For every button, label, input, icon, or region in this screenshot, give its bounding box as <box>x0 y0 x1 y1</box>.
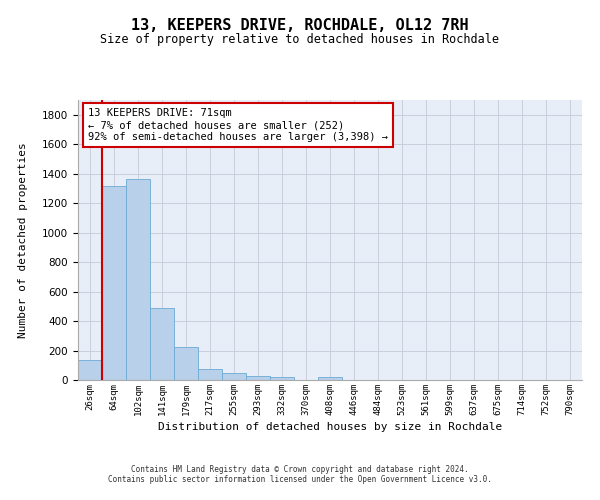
Text: 13, KEEPERS DRIVE, ROCHDALE, OL12 7RH: 13, KEEPERS DRIVE, ROCHDALE, OL12 7RH <box>131 18 469 32</box>
Bar <box>78 360 102 380</box>
Y-axis label: Number of detached properties: Number of detached properties <box>17 142 28 338</box>
Bar <box>126 179 150 380</box>
Bar <box>102 186 126 380</box>
Bar <box>150 308 174 380</box>
Bar <box>318 377 342 380</box>
Text: Distribution of detached houses by size in Rochdale: Distribution of detached houses by size … <box>158 422 502 432</box>
Text: Size of property relative to detached houses in Rochdale: Size of property relative to detached ho… <box>101 32 499 46</box>
Text: Contains HM Land Registry data © Crown copyright and database right 2024.
Contai: Contains HM Land Registry data © Crown c… <box>108 465 492 484</box>
Bar <box>222 374 246 380</box>
Bar <box>270 378 294 380</box>
Bar <box>246 376 270 380</box>
Text: 13 KEEPERS DRIVE: 71sqm
← 7% of detached houses are smaller (252)
92% of semi-de: 13 KEEPERS DRIVE: 71sqm ← 7% of detached… <box>88 108 388 142</box>
Bar <box>198 369 222 380</box>
Bar <box>174 347 198 380</box>
